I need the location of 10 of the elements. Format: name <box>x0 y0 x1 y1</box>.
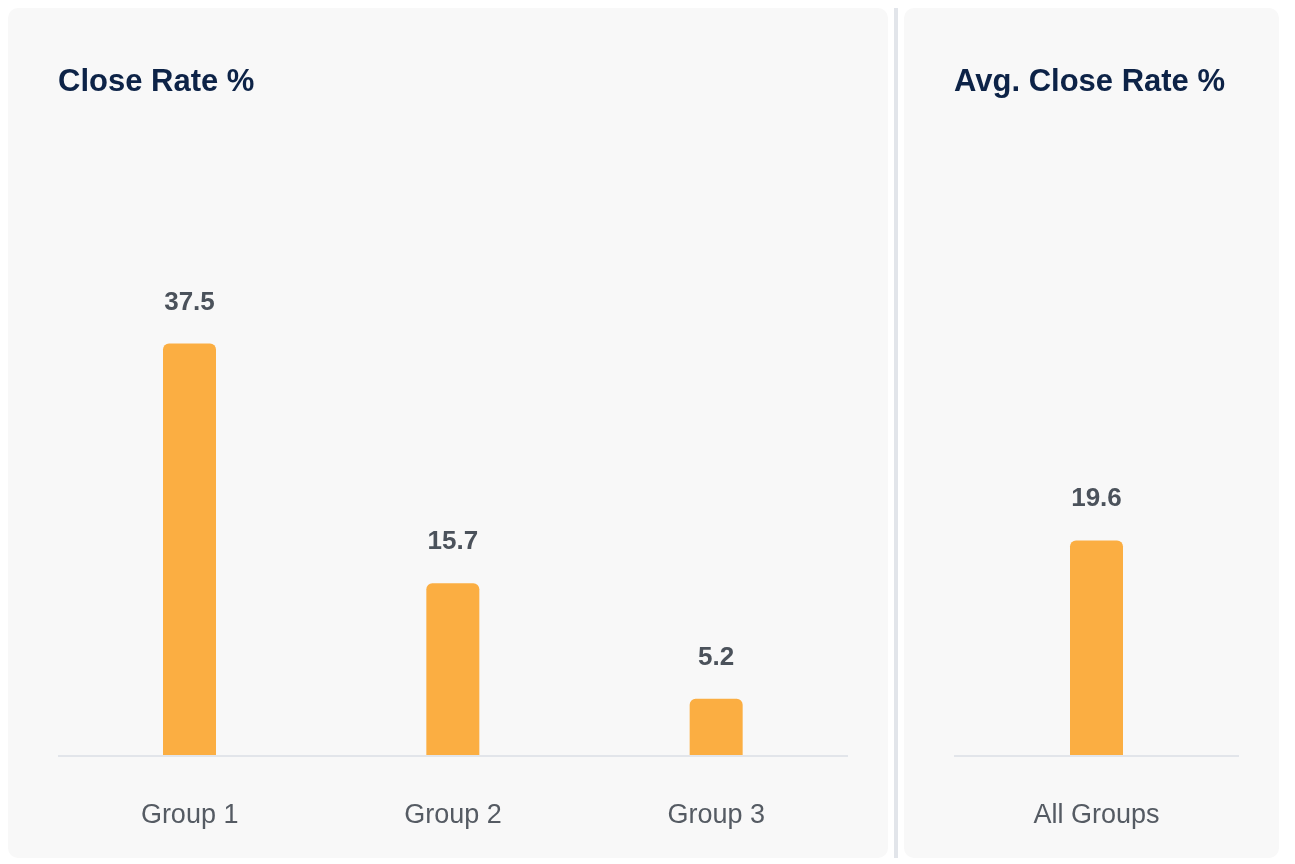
data-label: 5.2 <box>698 640 735 671</box>
x-tick-label: All Groups <box>1033 799 1160 830</box>
x-tick-label: Group 3 <box>667 799 766 830</box>
data-label: 37.5 <box>164 285 215 316</box>
data-label: 15.7 <box>427 525 479 556</box>
x-tick-label: Group 1 <box>140 799 239 830</box>
x-tick-label: Group 2 <box>404 799 502 830</box>
chart-title: Close Rate % <box>58 63 255 99</box>
data-label: 19.6 <box>1071 482 1122 513</box>
chart-title: Avg. Close Rate % <box>954 63 1226 99</box>
